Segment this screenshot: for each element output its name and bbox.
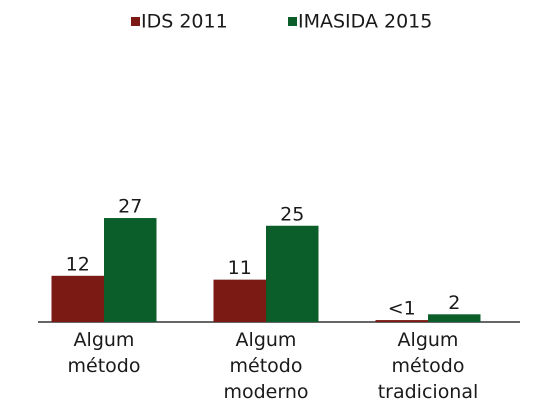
- x-tick-label: Algum método tradicional: [378, 329, 479, 403]
- legend-swatch: [131, 17, 140, 26]
- data-label: 11: [228, 257, 252, 279]
- data-label: 2: [448, 292, 460, 314]
- bar: [266, 225, 319, 322]
- legend-label: IMASIDA 2015: [298, 11, 432, 33]
- x-tick-label: Algum método: [68, 329, 141, 377]
- data-label: 25: [280, 203, 304, 225]
- bar: [213, 279, 266, 322]
- bar: [375, 320, 428, 322]
- bar: [428, 314, 481, 322]
- legend-label: IDS 2011: [141, 11, 228, 33]
- data-label: 27: [118, 196, 142, 218]
- x-tick-label: Algum método moderno: [223, 329, 308, 403]
- bar: [104, 218, 157, 322]
- bar: [51, 275, 104, 322]
- data-label: <1: [388, 298, 416, 320]
- data-label: 12: [66, 253, 90, 275]
- legend-swatch: [288, 17, 297, 26]
